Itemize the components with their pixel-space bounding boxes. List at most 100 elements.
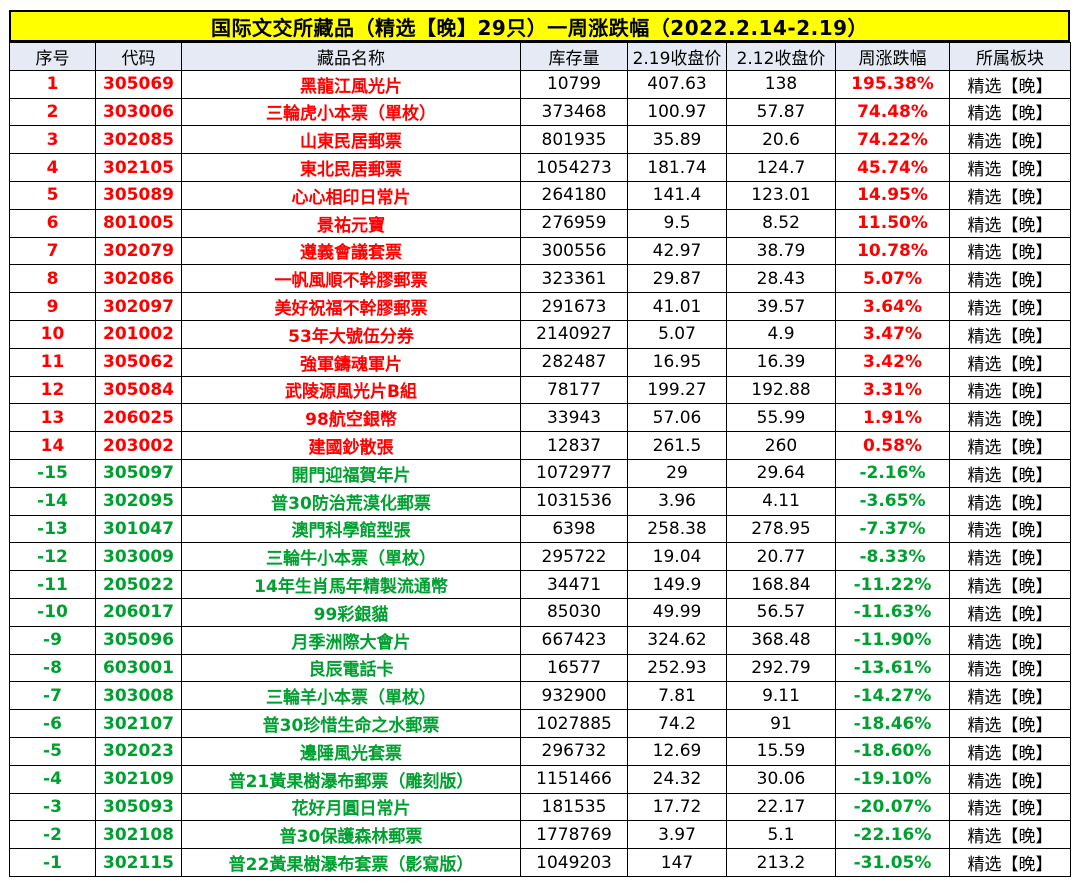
table-row: -9 305096 月季洲際大會片 667423 324.62 368.48 -11.90%… [9,625,1071,655]
table-row: 5 305089 心心相印日常片 264180 141.4 123.01 14.95% 精选【… [9,180,1071,210]
cell-change: -31.05% [835,848,950,877]
cell-no: -11 [9,570,96,599]
cell-board: 精选【晚】 [949,180,1071,210]
cell-code: 205022 [95,570,182,599]
cell-change: -18.60% [835,736,950,766]
cell-code: 302107 [95,709,182,738]
cell-name: 強軍鑄魂軍片 [181,347,521,377]
cell-no: -3 [9,792,96,822]
cell-code: 305096 [95,625,182,655]
cell-stock: 667423 [520,625,628,655]
table-row: -6 302107 普30珍惜生命之水郵票 1027885 74.2 91 -18.46% 精… [9,709,1071,738]
cell-stock: 373468 [520,97,628,127]
cell-close-212: 124.7 [726,153,836,182]
cell-close-219: 35.89 [627,125,727,155]
cell-stock: 85030 [520,597,628,627]
table-row: -14 302095 普30防治荒漠化郵票 1031536 3.96 4.11 -3.65%… [9,486,1071,516]
cell-stock: 181535 [520,792,628,822]
cell-change: 5.07% [835,264,950,294]
cell-stock: 291673 [520,292,628,321]
cell-code: 302023 [95,736,182,766]
cell-board: 精选【晚】 [949,681,1071,711]
cell-code: 206025 [95,403,182,433]
table-row: 12 305084 武陵源風光片B組 78177 199.27 192.88 3.31% 精选… [9,375,1071,405]
cell-close-219: 29.87 [627,264,727,294]
cell-board: 精选【晚】 [949,403,1071,433]
cell-code: 603001 [95,653,182,683]
cell-name: 三輪虎小本票（單枚） [181,97,521,127]
cell-change: -3.65% [835,486,950,516]
header-row: 序号 代码 藏品名称 库存量 2.19收盘价 2.12收盘价 周涨跌幅 所属板块 [9,42,1071,71]
cell-board: 精选【晚】 [949,208,1071,238]
table-row: 6 801005 景祐元寶 276959 9.5 8.52 11.50% 精选【晚】 [9,208,1071,238]
cell-close-212: 5.1 [726,820,836,850]
cell-code: 302079 [95,236,182,266]
cell-code: 305089 [95,180,182,210]
cell-close-212: 4.11 [726,486,836,516]
cell-stock: 300556 [520,236,628,266]
cell-name: 一帆風順不幹膠郵票 [181,264,521,294]
cell-close-219: 24.32 [627,764,727,794]
cell-close-212: 20.6 [726,125,836,155]
cell-no: -15 [9,458,96,488]
cell-change: -14.27% [835,681,950,711]
table-body: 1 305069 黑龍江風光片 10799 407.63 138 195.38% 精选【晚】 2… [9,69,1071,877]
cell-no: 4 [9,153,96,182]
table-row: 9 302097 美好祝福不幹膠郵票 291673 41.01 39.57 3.64% 精选【… [9,292,1071,321]
cell-close-212: 56.57 [726,597,836,627]
cell-board: 精选【晚】 [949,514,1071,544]
sheet-title: 国际文交所藏品（精选【晚】29只）一周涨跌幅（2022.2.14-2.19） [9,10,1070,42]
cell-name: 53年大號伍分券 [181,319,521,349]
cell-stock: 932900 [520,681,628,711]
cell-close-219: 147 [627,848,727,877]
cell-name: 98航空銀幣 [181,403,521,433]
cell-close-219: 17.72 [627,792,727,822]
cell-close-219: 12.69 [627,736,727,766]
cell-code: 302115 [95,848,182,877]
cell-stock: 1151466 [520,764,628,794]
cell-name: 邊陲風光套票 [181,736,521,766]
cell-no: 2 [9,97,96,127]
cell-no: 10 [9,319,96,349]
cell-board: 精选【晚】 [949,792,1071,822]
cell-board: 精选【晚】 [949,736,1071,766]
cell-board: 精选【晚】 [949,319,1071,349]
cell-close-212: 55.99 [726,403,836,433]
cell-close-219: 199.27 [627,375,727,405]
cell-name: 武陵源風光片B組 [181,375,521,405]
cell-stock: 296732 [520,736,628,766]
cell-name: 普30珍惜生命之水郵票 [181,709,521,738]
cell-no: -8 [9,653,96,683]
table-row: -2 302108 普30保護森林郵票 1778769 3.97 5.1 -22.16% 精选… [9,820,1071,850]
cell-code: 201002 [95,319,182,349]
cell-close-219: 49.99 [627,597,727,627]
cell-change: 11.50% [835,208,950,238]
cell-close-212: 91 [726,709,836,738]
cell-name: 99彩銀貓 [181,597,521,627]
table-row: 2 303006 三輪虎小本票（單枚） 373468 100.97 57.87 74.48%… [9,97,1071,127]
table-row: 3 302085 山東民居郵票 801935 35.89 20.6 74.22% 精选【晚】 [9,125,1071,155]
cell-close-212: 28.43 [726,264,836,294]
cell-no: -10 [9,597,96,627]
cell-close-219: 5.07 [627,319,727,349]
table-row: 13 206025 98航空銀幣 33943 57.06 55.99 1.91% 精选【晚】 [9,403,1071,433]
cell-close-212: 368.48 [726,625,836,655]
cell-close-219: 324.62 [627,625,727,655]
cell-name: 普30保護森林郵票 [181,820,521,850]
cell-no: 6 [9,208,96,238]
table-row: 10 201002 53年大號伍分券 2140927 5.07 4.9 3.47% 精选【晚】 [9,319,1071,349]
cell-close-212: 29.64 [726,458,836,488]
cell-change: 1.91% [835,403,950,433]
cell-close-219: 41.01 [627,292,727,321]
cell-close-219: 7.81 [627,681,727,711]
cell-close-212: 30.06 [726,764,836,794]
cell-change: -20.07% [835,792,950,822]
table-row: -3 305093 花好月圓日常片 181535 17.72 22.17 -20.07% 精选… [9,792,1071,822]
cell-board: 精选【晚】 [949,153,1071,182]
cell-name: 遵義會議套票 [181,236,521,266]
cell-stock: 323361 [520,264,628,294]
cell-stock: 33943 [520,403,628,433]
cell-stock: 1031536 [520,486,628,516]
cell-change: -18.46% [835,709,950,738]
col-header-change: 周涨跌幅 [835,42,950,71]
